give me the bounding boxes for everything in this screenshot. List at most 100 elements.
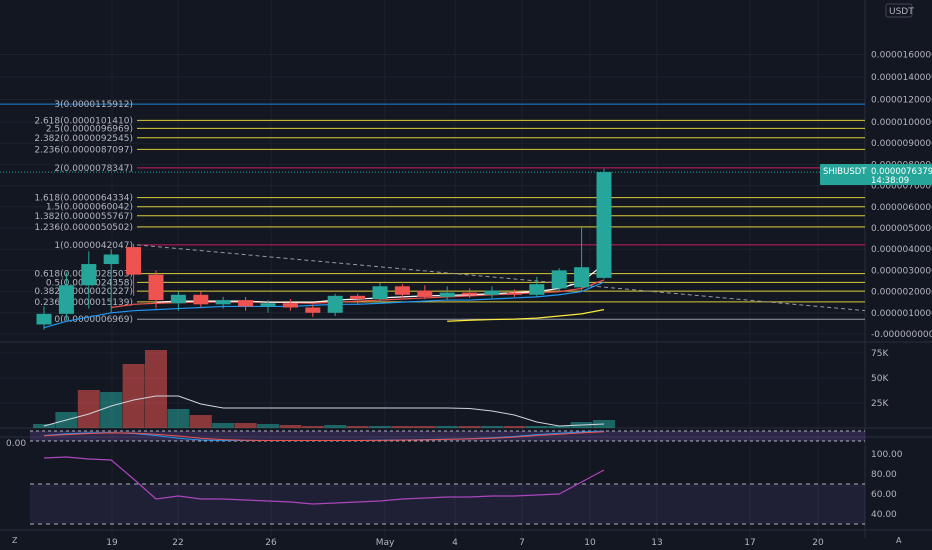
moving-average-line [447,309,605,322]
volume-bar [167,409,190,428]
volume-bar [369,426,391,428]
volume-tick-label: 50K [871,374,889,384]
candle-body [551,270,567,289]
price-tick-label: 0.0000060000 [871,203,932,213]
fib-level-label: 0.382(0.0000020227) [34,287,133,297]
candle-body [238,300,254,307]
volume-bar [77,390,100,428]
fib-level-label: 0(0.0000006969) [54,315,133,325]
time-tick-label: 22 [172,538,183,548]
time-tick-label: 4 [452,538,458,548]
currency-badge-label[interactable]: USDT [889,7,914,17]
volume-bar [279,425,302,428]
fib-level-label: 1.618(0.0000064334) [34,194,133,204]
candle-body [394,286,410,295]
last-price-tag: SHIBUSDT 0.0000076379 14:38:09 [820,164,932,186]
candle-body [170,294,186,304]
candle-body [126,247,142,275]
price-tick-label: 0.0000090000 [871,139,932,149]
candle-body [260,303,276,307]
fib-level-label: 3(0.0000115912) [54,100,133,110]
fib-level-label: 1.5(0.0000060042) [46,203,133,213]
candle-body [462,292,478,295]
time-tick-label: 26 [265,538,277,548]
candle-body [282,303,298,308]
candle-body [350,295,366,300]
time-tick-label: 7 [519,538,525,548]
fib-level-label: 2(0.0000078347) [54,164,133,174]
volume-bar [391,426,414,428]
volume-bar [301,426,324,428]
fib-level-label: 2.236(0.0000087097) [34,145,133,155]
candle-body [596,172,612,278]
price-pane[interactable]: 3(0.0000115912) 2.618(0.0000101410)2.5(0.… [0,100,866,330]
fib-level-label: 1.382(0.0000055767) [34,212,133,222]
candle-body [305,307,321,313]
candle-body [327,295,343,313]
fib-level-label: 0.236(0.0000015139) [34,298,133,308]
time-axis[interactable]: 19 22 26 May 4 7 10 13 17 20 [106,538,824,548]
candle-body [484,290,500,295]
volume-bar [257,424,279,428]
candle-body [529,284,545,295]
rsi-band-fill [30,484,865,524]
fib-level-label: 1.236(0.0000050502) [34,223,133,233]
rsi-tick-label: 60.00 [871,490,897,500]
volume-bar [525,426,548,428]
last-price-symbol: SHIBUSDT [823,167,867,177]
time-tick-label: 10 [584,538,596,548]
volume-bar [212,423,235,428]
volume-bar [458,426,481,428]
candle-body [58,285,74,314]
fib-level-label: 1(0.0000042047) [54,241,133,251]
volume-pane[interactable] [0,350,865,428]
volume-bar [234,423,257,428]
candle-body [215,300,231,305]
candle-body [81,264,97,286]
price-tick-label: 0.0000140000 [871,73,932,83]
price-tick-label: 0.0000040000 [871,245,932,255]
volume-ma-line [43,395,605,427]
time-tick-label: 17 [744,538,755,548]
volume-bar [346,426,369,428]
volume-bar [189,415,212,428]
auto-scale-toggle[interactable]: A [896,536,902,545]
price-tick-label: 0.0000050000 [871,224,932,234]
moving-average-line [43,281,605,329]
time-tick-label: 13 [651,538,662,548]
fib-level-label: 2.382(0.0000092545) [34,134,133,144]
volume-bar [436,426,459,428]
rsi-tick-label: 80.00 [871,470,897,480]
candle-body [148,274,164,301]
price-tick-label: 0.0000010000 [871,309,932,319]
volume-bar [481,426,503,428]
price-tick-label: 0.0000070000 [871,182,932,192]
price-tick-label: 0.0000020000 [871,288,932,298]
volume-tick-label: 25K [871,399,889,409]
price-tick-label: -0.0000000000 [871,330,932,340]
volume-bar [145,350,167,428]
candle-body [506,292,522,295]
trend-line [136,244,866,312]
candle-body [36,313,52,325]
oscillator-pane[interactable] [30,430,865,442]
oscillator-band [30,431,865,441]
rsi-pane[interactable] [30,456,865,525]
price-tick-label: 0.0000160000 [871,51,932,61]
volume-bar [548,426,571,428]
time-tick-label: 19 [106,538,118,548]
candle-body [103,254,119,265]
fib-level-label: 2.5(0.0000096969) [46,124,133,134]
timezone-toggle[interactable]: Z [12,536,18,545]
rsi-tick-label: 40.00 [871,510,897,520]
currency-badge[interactable] [885,3,913,18]
oscillator-scale-label: 0.00 [6,439,26,449]
price-tick-label: 0.0000030000 [871,266,932,276]
candle-body [193,294,209,305]
candle-body [439,292,455,297]
time-tick-label: May [376,538,395,548]
time-tick-label: 20 [812,538,824,548]
candle-body [574,267,590,288]
candle-body [417,290,433,297]
